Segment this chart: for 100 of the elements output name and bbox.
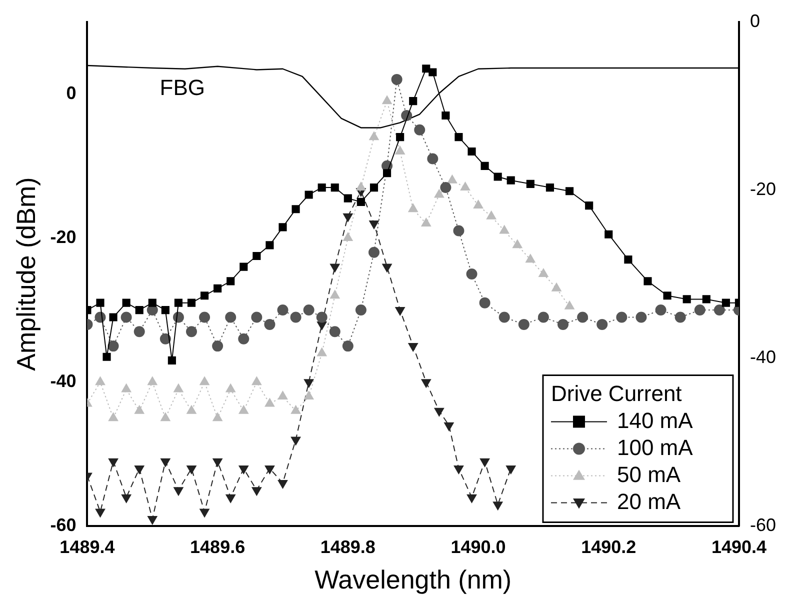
point <box>391 74 402 85</box>
point <box>546 183 554 192</box>
point <box>428 68 437 76</box>
legend-label: 20 mA <box>616 488 681 514</box>
point <box>212 458 222 467</box>
point <box>409 97 418 106</box>
point <box>434 408 444 416</box>
point <box>694 304 706 316</box>
point <box>330 264 340 272</box>
point <box>304 379 314 388</box>
point <box>174 487 184 496</box>
point <box>493 502 503 510</box>
point <box>526 180 534 188</box>
point <box>466 268 478 280</box>
point <box>636 312 647 323</box>
point <box>453 225 464 236</box>
point <box>655 304 666 316</box>
point <box>121 494 132 503</box>
point <box>343 213 353 222</box>
point <box>663 292 672 300</box>
point <box>134 466 144 474</box>
point <box>108 340 119 352</box>
point <box>186 326 197 338</box>
point <box>454 466 464 474</box>
point <box>454 133 463 142</box>
point <box>108 458 118 467</box>
point <box>278 480 288 488</box>
point <box>134 326 145 338</box>
point <box>225 312 236 323</box>
point <box>486 210 496 220</box>
point <box>187 298 196 307</box>
point <box>330 290 340 299</box>
point <box>714 304 725 316</box>
point <box>316 312 328 323</box>
x-tick-label: 1489.4 <box>60 536 115 557</box>
x-axis-title: Wavelength (nm) <box>314 564 512 595</box>
point <box>343 232 353 241</box>
y2-tick-label: -20 <box>750 178 776 199</box>
point <box>395 307 405 316</box>
point <box>290 312 302 323</box>
point <box>148 516 158 524</box>
point <box>466 494 477 503</box>
point <box>238 333 250 344</box>
point <box>200 508 210 518</box>
point <box>226 494 236 503</box>
y2-tick-label: -40 <box>750 347 776 368</box>
point <box>421 218 431 227</box>
point <box>382 169 392 178</box>
point <box>396 133 404 142</box>
point <box>120 312 132 323</box>
point <box>442 111 450 120</box>
point <box>518 318 530 330</box>
point <box>480 162 489 170</box>
point <box>414 124 426 136</box>
point <box>494 172 502 181</box>
legend-title: Drive Current <box>550 380 682 406</box>
point <box>616 312 628 323</box>
point <box>304 190 313 199</box>
point <box>226 277 235 286</box>
point <box>290 436 301 446</box>
point <box>408 204 418 212</box>
point <box>506 466 516 474</box>
point <box>278 223 287 232</box>
point <box>434 189 444 198</box>
y-tick-label: 0 <box>66 82 76 103</box>
point <box>264 466 275 474</box>
point <box>421 379 431 388</box>
point <box>368 246 380 258</box>
y2-tick-label: 0 <box>750 10 760 31</box>
point <box>479 297 490 308</box>
x-tick-label: 1490.0 <box>450 536 506 557</box>
point <box>538 268 548 277</box>
point <box>565 187 574 196</box>
point <box>644 277 652 286</box>
point <box>480 458 490 467</box>
point <box>500 225 510 234</box>
legend-label: 100 mA <box>616 434 694 460</box>
point <box>408 343 418 352</box>
point <box>95 508 106 518</box>
point <box>382 96 392 104</box>
point <box>722 298 730 307</box>
point <box>161 306 170 314</box>
point <box>604 230 613 238</box>
point <box>252 487 262 496</box>
point <box>252 252 261 260</box>
point <box>702 295 710 304</box>
point <box>102 352 111 361</box>
point <box>674 312 686 323</box>
point <box>498 312 510 323</box>
point <box>342 340 354 352</box>
point <box>447 174 458 184</box>
point <box>460 182 470 191</box>
point <box>585 202 594 210</box>
point <box>427 153 438 164</box>
point <box>200 292 209 300</box>
x-tick-label: 1490.4 <box>711 536 767 557</box>
point <box>440 182 452 194</box>
point <box>356 198 365 206</box>
x-tick-label: 1490.2 <box>581 536 636 557</box>
point <box>135 306 144 314</box>
